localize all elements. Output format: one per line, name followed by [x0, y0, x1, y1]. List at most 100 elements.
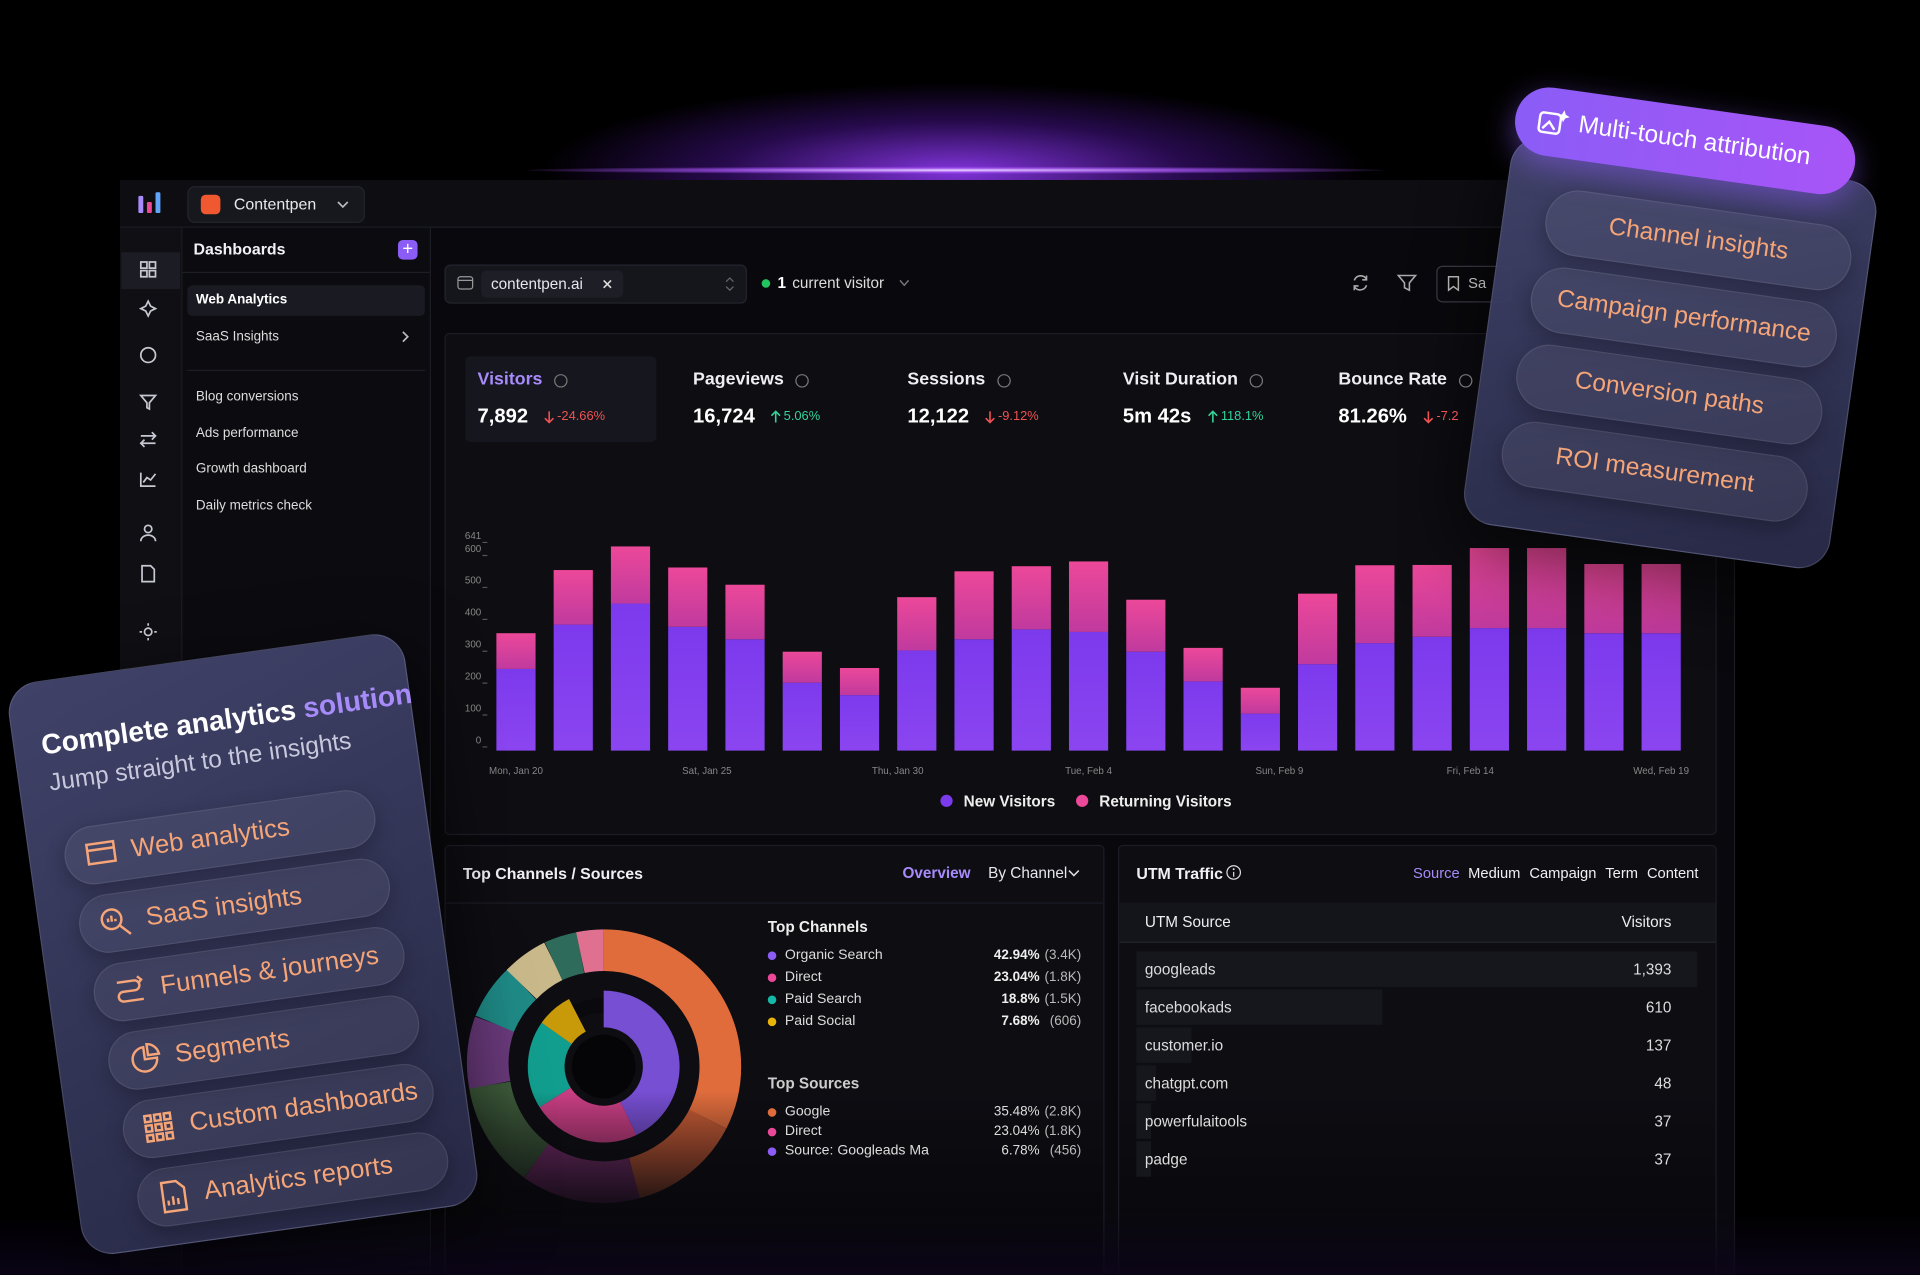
- promo-item[interactable]: SaaS insights: [75, 854, 394, 957]
- legend-dot: [767, 1127, 777, 1137]
- tab[interactable]: Source: [1413, 864, 1460, 882]
- rail-icon[interactable]: [138, 394, 158, 411]
- source-name: Google: [784, 1104, 831, 1120]
- tab[interactable]: Campaign: [1529, 864, 1597, 882]
- item-icon: [131, 1042, 161, 1073]
- bar-segment: [1011, 629, 1051, 751]
- trend-arrow: [1423, 411, 1434, 424]
- rail-icon[interactable]: [139, 431, 157, 448]
- donut-hole: [571, 1034, 636, 1099]
- nav-item[interactable]: SaaS Insights: [195, 329, 280, 345]
- promo-item[interactable]: Custom dashboards: [118, 1060, 438, 1162]
- utm-bar: [1136, 1103, 1152, 1139]
- info-icon: [1249, 374, 1264, 388]
- toolbar-icons[interactable]: [1351, 273, 1429, 293]
- tab[interactable]: Medium: [1468, 864, 1521, 882]
- kpi-label: Pageviews: [693, 369, 784, 390]
- promo-item-label: Analytics reports: [202, 1150, 395, 1206]
- nav-item[interactable]: Blog conversions: [195, 389, 299, 405]
- rail-icon[interactable]: [139, 472, 157, 487]
- rail-icon[interactable]: [138, 299, 158, 318]
- chevron: [337, 201, 349, 209]
- chevron: [402, 331, 409, 343]
- kpi-change: -24.66%: [557, 408, 606, 424]
- channel-name: Paid Search: [784, 991, 862, 1007]
- tab[interactable]: Content: [1646, 864, 1699, 882]
- workspace-switcher[interactable]: Contentpen: [187, 186, 365, 223]
- rail-icon[interactable]: [139, 623, 157, 641]
- channels-panel: Top Channels / Sources Overview By Chann…: [444, 844, 1105, 1275]
- promo-item[interactable]: Segments: [104, 991, 424, 1094]
- channel-name: Direct: [784, 969, 822, 985]
- info-icon: [997, 374, 1011, 388]
- nav-item[interactable]: Web Analytics: [195, 292, 288, 308]
- utm-source: googleads: [1144, 961, 1216, 979]
- tab[interactable]: Overview: [902, 864, 971, 882]
- promo-item-label: ROI measurement: [1553, 443, 1756, 498]
- bar-segment: [1469, 548, 1509, 629]
- kpi-change: 118.1%: [1220, 408, 1264, 424]
- promo-item-label: Funnels & journeys: [158, 941, 381, 1000]
- chevron: [1068, 870, 1080, 877]
- close-icon[interactable]: [602, 279, 612, 289]
- tab[interactable]: By Channel: [988, 864, 1068, 882]
- legend-label: Returning Visitors: [1099, 793, 1231, 810]
- domain-select[interactable]: contentpen.ai: [444, 264, 747, 304]
- add-button[interactable]: +: [397, 240, 418, 260]
- rail-icon[interactable]: [139, 524, 157, 542]
- bar-segment: [897, 597, 937, 651]
- item-icon: [159, 1179, 189, 1214]
- promo-item[interactable]: Analytics reports: [133, 1128, 453, 1231]
- info-circle: [997, 374, 1011, 388]
- channel-count: (3.4K): [1044, 947, 1082, 963]
- nav-item[interactable]: Growth dashboard: [195, 461, 307, 477]
- rail-icon[interactable]: [141, 564, 156, 583]
- bar-segment: [1068, 631, 1109, 751]
- arrow: [1423, 411, 1434, 424]
- promo-item-label: Custom dashboards: [187, 1076, 420, 1137]
- bar-segment: [610, 603, 651, 751]
- utm-bar: [1136, 1027, 1192, 1063]
- arrow: [544, 411, 555, 424]
- utm-bar: [1136, 989, 1382, 1025]
- channel-share: 23.04%: [993, 969, 1040, 985]
- bar-segment: [1584, 633, 1624, 751]
- icon: [84, 839, 118, 866]
- kpi-label: Bounce Rate: [1338, 369, 1447, 390]
- channel-name: Paid Social: [784, 1013, 856, 1029]
- tab[interactable]: Term: [1605, 864, 1638, 882]
- nav-title: Dashboards: [193, 240, 286, 259]
- column-header: Visitors: [1621, 913, 1672, 931]
- promo-item[interactable]: Web analytics: [60, 786, 380, 889]
- utm-visitors: 37: [1654, 1151, 1672, 1169]
- bar-segment: [1240, 713, 1280, 751]
- bar-segment: [1068, 561, 1109, 632]
- source-count: (2.8K): [1044, 1104, 1082, 1120]
- bar-segment: [839, 695, 880, 751]
- channel-count: (1.8K): [1044, 969, 1082, 985]
- source-share: 6.78%: [1001, 1143, 1040, 1159]
- bookmark-icon: [1447, 276, 1460, 292]
- rail-icon[interactable]: [139, 261, 157, 278]
- legend-dot: [767, 951, 777, 961]
- channel-name: Organic Search: [784, 947, 883, 963]
- y-tick-label: 200: [465, 671, 482, 682]
- nav-item[interactable]: Daily metrics check: [195, 497, 312, 513]
- bar-segment: [725, 639, 765, 751]
- legend-label: New Visitors: [964, 793, 1056, 810]
- nav-item[interactable]: Ads performance: [195, 425, 299, 441]
- promo-item[interactable]: Funnels & journeys: [89, 923, 409, 1026]
- bar-segment: [1527, 628, 1567, 751]
- kpi-change: -7.2: [1436, 408, 1459, 424]
- trend-arrow: [544, 411, 555, 424]
- kpi-value: 5m 42s: [1122, 405, 1192, 428]
- promo-card: Complete analytics solution Jump straigh…: [4, 630, 482, 1259]
- source-name: Direct: [784, 1124, 822, 1139]
- table-header: [1119, 902, 1716, 943]
- bar-segment: [839, 667, 880, 696]
- promo-header: Multi-touch attribution: [1510, 83, 1860, 199]
- chevron: [899, 279, 910, 287]
- kpi-label: Visitors: [477, 369, 543, 390]
- legend-dot: [767, 1017, 777, 1027]
- rail-icon[interactable]: [139, 346, 157, 364]
